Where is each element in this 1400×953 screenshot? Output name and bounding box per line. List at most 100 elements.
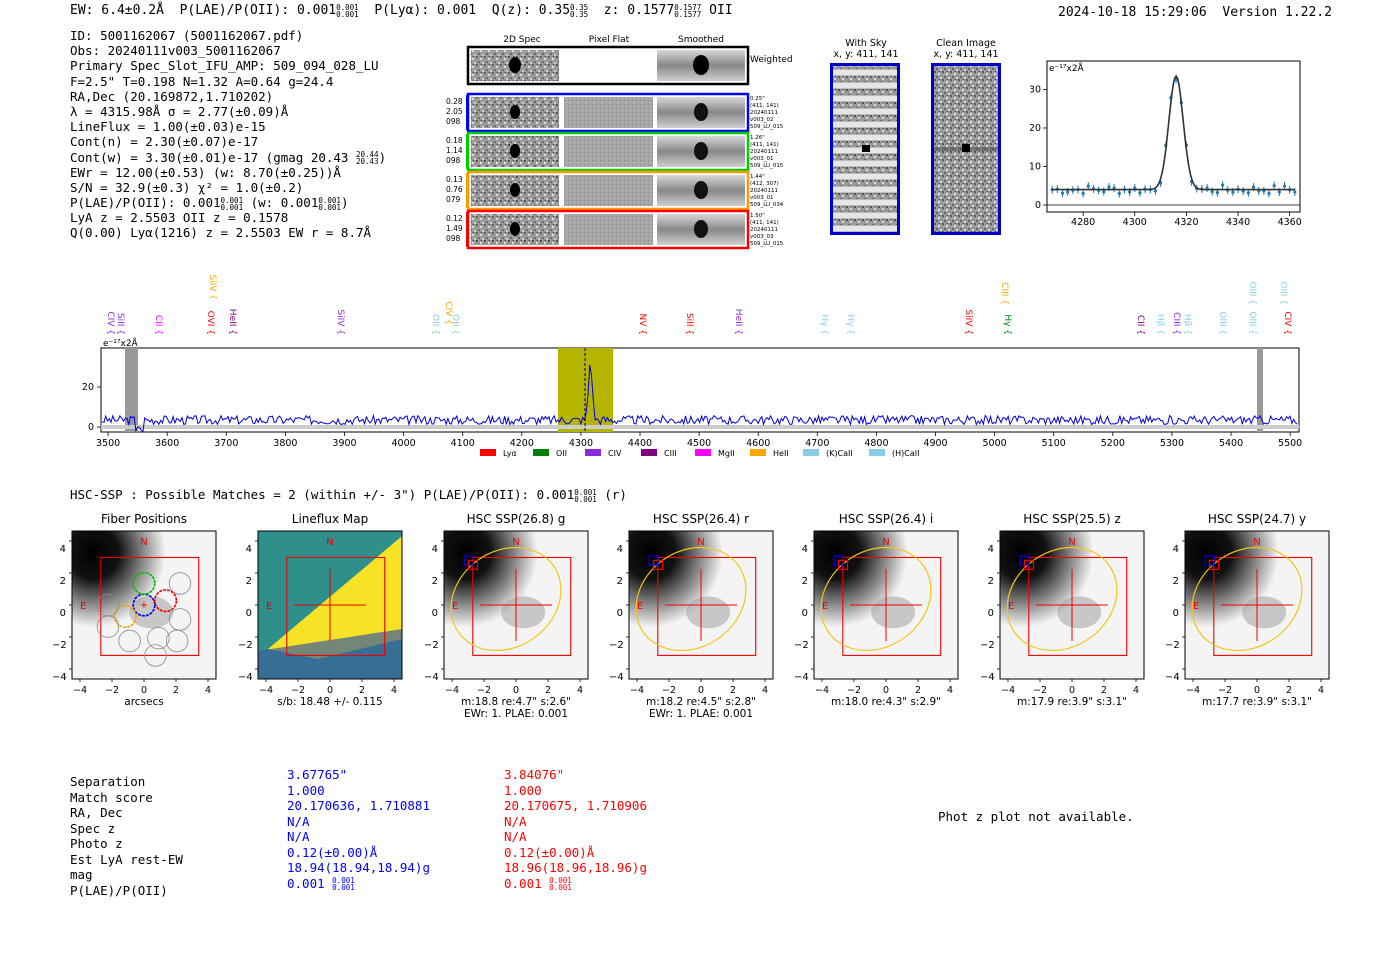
fiber-circle [113,604,137,629]
hsc-xtick-label: −4 [1186,685,1200,696]
info-lya: LyA z = 2.5503 OII z = 0.1578 [70,210,289,226]
full-spectrum-xtick-label: 4300 [569,438,593,449]
hsc-xtick-label: 0 [1069,685,1075,696]
line-fit-xtick-label: 4280 [1071,217,1095,228]
match-labels: Separation Match score RA, Dec Spec z Photo … [70,774,183,898]
spec2d-header-smoothed: Smoothed [678,35,724,45]
line-fit-point [1293,190,1297,194]
full-spectrum-line-label: Hβ { [1182,314,1192,335]
info-plae: P(LAE)/P(OII): 0.001 [70,195,221,211]
full-spectrum-xtick-label: 4100 [451,438,475,449]
full-spectrum-xticks: 3500 3600 3700 3800 3900 4000 4100 4200 4300 4400… [96,432,1302,449]
hsc-xtick-label: 2 [545,685,551,696]
hsc-match-box-2 [652,559,664,570]
clean-image-title-text: Clean Image [936,38,996,49]
hsc-ytick-label: −4 [980,672,995,683]
clean-image-title: Clean Image x, y: 411, 141 [930,38,1002,60]
full-spectrum-line-label: CIV { [1282,311,1292,335]
hsc-ytick-label: −2 [52,640,67,651]
line-fit-point [1138,191,1142,195]
weighted-sum-smoothed-source [693,55,709,75]
full-spectrum-unit: e⁻¹⁷x2Å [103,337,139,349]
hsc-ytick-label: 4 [987,544,994,555]
hsc-panel-image: N E −4 −2 0 2 4 [255,530,403,696]
spec2d-row-pixelflat [564,175,653,206]
spec2d-row-right-label: 20240111 [750,149,778,155]
full-spectrum-xtick-label: 5200 [1101,438,1125,449]
hsc-panel-title: HSC SSP(24.7) y [1207,512,1307,526]
info-lambda: λ = 4315.98Å σ = 2.77(±0.09)Å [70,103,289,119]
header-z-line: OII [709,3,733,18]
hsc-panel-caption: s/b: 18.48 +/- 0.115 [254,696,406,708]
clean-image-source [962,144,970,152]
full-spectrum-line-label: CIV { [443,301,453,325]
hsc-xtick-label: 2 [1101,685,1107,696]
full-spectrum-xtick-label: 3500 [96,438,120,449]
full-spectrum-line-label: SiIV { [963,309,973,335]
hsc-xtick-label: 4 [577,685,583,696]
spec2d-row-right-label: 1.50" [750,213,765,219]
full-spectrum-line-label: NV { [637,314,647,335]
header-z-sub: 0.1577 [674,9,702,19]
with-sky-title-text: With Sky [845,38,887,49]
hsc-title: HSC-SSP : Possible Matches = 2 (within +… [70,487,627,503]
hsc-xtick-label: −4 [445,685,459,696]
photz-message: Phot z plot not available. [938,809,1134,824]
full-spectrum-line-label: CIII { [1171,312,1181,335]
spec2d-row-source [510,144,520,158]
full-spectrum-xtick-label: 4600 [746,438,770,449]
full-spectrum-error-band [101,425,1299,429]
info-id: ID: 5001162067 (5001162067.pdf) [70,28,304,43]
full-spectrum-xtick-label: 4900 [923,438,947,449]
hsc-ytick-label: 0 [987,608,994,619]
hsc-ytick-labels: 4 2 0 −2 −4 [980,534,995,694]
hsc-ytick-label: 4 [1172,544,1179,555]
hsc-ytick-label: −2 [609,640,624,651]
hsc-xtick-label: −2 [105,685,119,696]
full-spectrum-line-label: CII { [153,315,163,335]
hsc-title-sub: 0.001 [574,494,597,504]
match-2-values: 3.84076" 1.000 20.170675, 1.710906 N/A N/A 0.… [504,767,647,891]
full-spectrum-line [101,364,1298,433]
hsc-image-galaxy [1057,596,1102,629]
hsc-xtick-label: −4 [630,685,644,696]
full-spectrum-xtick-label: 5300 [1160,438,1184,449]
line-fit-ytick-label: 30 [1030,85,1041,96]
spec2d-row-left-label: 0.76 [446,185,463,194]
hsc-ytick-label: 4 [801,544,808,555]
spec2d-row-pixelflat [564,136,653,167]
legend-label: HeII [773,449,789,458]
hsc-panel-image: N E −4 −2 0 2 4 [1182,530,1330,696]
match-value: 1.000 [287,782,325,798]
match-1-values: 3.67765" 1.000 20.170636, 1.710881 N/A N/A 0.… [287,767,430,891]
legend-swatch [641,449,657,456]
full-spectrum-xtick-label: 5500 [1278,438,1302,449]
hsc-ytick-label: −4 [238,672,253,683]
hsc-aperture-box [286,556,386,656]
hsc-xtick-label: 0 [1254,685,1260,696]
hsc-panel-caption-line: arcsecs [124,696,164,708]
hsc-ytick-label: 0 [245,608,252,619]
hsc-xtick-label: 4 [1318,685,1324,696]
match-label: Spec z [70,820,116,836]
compass-e: E [452,601,458,612]
spec2d-header-2dspec: 2D Spec [503,35,540,45]
hsc-xtick-label: 4 [391,685,397,696]
hsc-ellipse [820,546,932,652]
line-fit-point [1066,190,1070,194]
legend-swatch [533,449,549,456]
full-spectrum-line-label: SiII { [684,313,694,335]
info-q: Q(0.00) Lyα(1216) z = 2.5503 EW r = 8.7Å [70,225,372,241]
legend-swatch [803,449,819,456]
hsc-panel-title: HSC SSP(26.4) i [838,512,934,526]
full-spectrum-ytick-label: 20 [82,382,94,393]
hsc-ytick-label: −2 [424,640,439,651]
with-sky-xy: x, y: 411, 141 [833,49,899,60]
spec2d-row-color-bar [466,95,469,130]
full-spectrum-line-label: SiII { [115,313,125,335]
full-spectrum-line-label: CII { [1135,315,1145,335]
spec2d-header-pixelflat: Pixel Flat [589,35,630,45]
hsc-panel-caption: m:17.9 re:3.9" s:3.1" [996,696,1148,708]
